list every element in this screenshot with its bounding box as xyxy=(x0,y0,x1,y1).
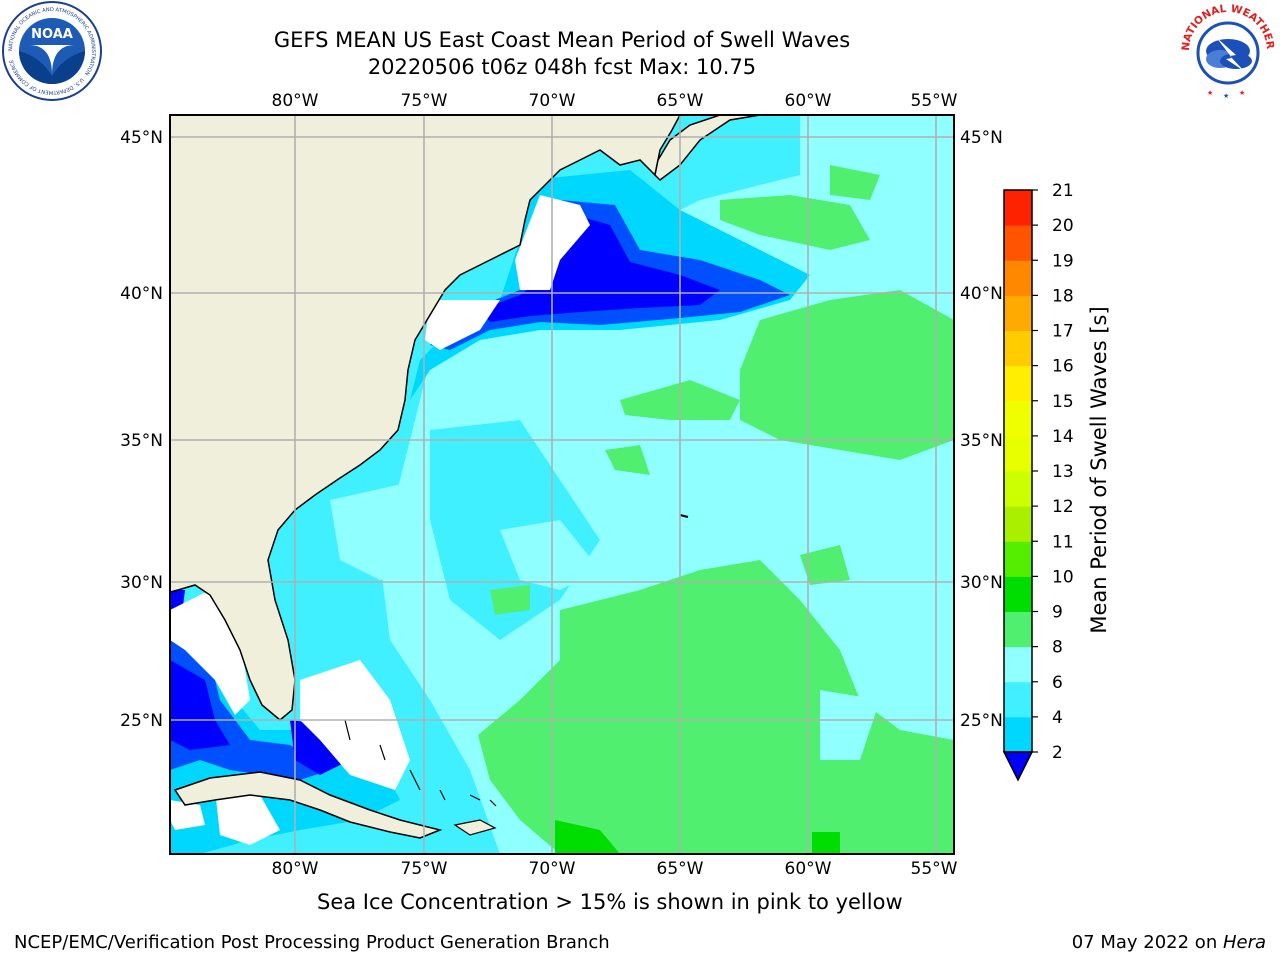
colorbar-tick-label: 8 xyxy=(1052,638,1063,658)
swell-period-field xyxy=(170,115,954,854)
lon-label-top: 60°W xyxy=(785,91,832,111)
colorbar-segment xyxy=(1004,716,1032,753)
lon-label-bottom: 70°W xyxy=(529,859,576,879)
lon-label-top: 55°W xyxy=(911,91,958,111)
colorbar-tick-label: 21 xyxy=(1052,181,1074,201)
chart-subtitle: 20220506 t06z 048h fcst Max: 10.75 xyxy=(367,55,757,79)
lat-label-right: 45°N xyxy=(960,128,1003,148)
lon-label-bottom: 75°W xyxy=(401,859,448,879)
lat-label-left: 35°N xyxy=(120,431,163,451)
colorbar-segment xyxy=(1004,435,1032,472)
colorbar-tick-label: 13 xyxy=(1052,462,1074,482)
credit-line: NCEP/EMC/Verification Post Processing Pr… xyxy=(14,932,610,953)
noaa-logo: NATIONAL OCEANIC AND ATMOSPHERIC ADMINIS… xyxy=(2,1,102,101)
nws-logo: NATIONAL WEATHER SERVICE ★ ★ ★ xyxy=(1176,1,1276,100)
lon-label-bottom: 80°W xyxy=(272,859,319,879)
sea-ice-note: Sea Ice Concentration > 15% is shown in … xyxy=(317,890,903,914)
colorbar-tick-label: 15 xyxy=(1052,392,1074,412)
svg-text:NOAA: NOAA xyxy=(31,27,73,42)
colorbar-under-arrow xyxy=(1002,751,1034,782)
map-frame xyxy=(169,114,955,855)
lat-label-right: 25°N xyxy=(960,711,1003,731)
colorbar-segment xyxy=(1004,681,1032,718)
colorbar-segment xyxy=(1004,541,1032,577)
lon-labels: 80°W 75°W 70°W 65°W 60°W 55°W 80°W 75°W … xyxy=(272,91,958,879)
lon-label-top: 65°W xyxy=(657,91,704,111)
colorbar-segment xyxy=(1004,576,1032,612)
colorbar-segment xyxy=(1004,330,1032,367)
lat-label-right: 40°N xyxy=(960,284,1003,304)
colorbar-tick-label: 17 xyxy=(1052,322,1074,342)
colorbar-segment xyxy=(1004,400,1032,437)
date-text: 07 May 2022 on xyxy=(1071,932,1223,953)
colorbar-tick-label: 20 xyxy=(1052,216,1074,236)
colorbar-segment xyxy=(1004,471,1032,507)
colorbar-label: Mean Period of Swell Waves [s] xyxy=(1087,306,1111,633)
colorbar: 2 4 6 8 9 10 11 12 13 14 15 16 17 18 19 20 21 xyxy=(1002,181,1074,782)
lon-label-bottom: 55°W xyxy=(911,859,958,879)
map-grid xyxy=(170,115,954,854)
colorbar-tick-label: 6 xyxy=(1052,673,1063,693)
colorbar-segment xyxy=(1004,260,1032,296)
colorbar-tick-label: 4 xyxy=(1052,708,1063,728)
colorbar-segment xyxy=(1004,190,1032,226)
lon-label-top: 75°W xyxy=(401,91,448,111)
colorbar-tick-label: 12 xyxy=(1052,497,1074,517)
lat-label-left: 25°N xyxy=(120,711,163,731)
colorbar-tick-label: 14 xyxy=(1052,427,1074,447)
date-line: 07 May 2022 on Hera xyxy=(1072,932,1266,953)
colorbar-tick-label: 2 xyxy=(1052,743,1063,763)
colorbar-segment xyxy=(1004,295,1032,331)
colorbar-segment xyxy=(1004,365,1032,402)
chart-title: GEFS MEAN US East Coast Mean Period of S… xyxy=(273,28,851,52)
colorbar-segment xyxy=(1004,646,1032,683)
lat-label-left: 40°N xyxy=(120,284,163,304)
colorbar-segment xyxy=(1004,225,1032,261)
colorbar-tick-label: 10 xyxy=(1052,567,1074,587)
lat-label-left: 30°N xyxy=(120,573,163,593)
lat-label-left: 45°N xyxy=(120,128,163,148)
lat-labels: 45°N 40°N 35°N 30°N 25°N 45°N 40°N 35°N … xyxy=(120,128,1003,731)
svg-text:★: ★ xyxy=(1223,92,1229,100)
lon-label-bottom: 60°W xyxy=(785,859,832,879)
lat-label-right: 30°N xyxy=(960,573,1003,593)
svg-text:★: ★ xyxy=(1207,89,1213,97)
colorbar-tick-label: 11 xyxy=(1052,532,1074,552)
lon-label-top: 70°W xyxy=(529,91,576,111)
colorbar-tick-label: 9 xyxy=(1052,603,1063,623)
machine-name: Hera xyxy=(1222,932,1266,953)
colorbar-segment xyxy=(1004,506,1032,542)
lat-label-right: 35°N xyxy=(960,431,1003,451)
colorbar-segment xyxy=(1004,611,1032,648)
lon-label-top: 80°W xyxy=(272,91,319,111)
svg-text:★: ★ xyxy=(1239,89,1245,97)
lon-label-bottom: 65°W xyxy=(657,859,704,879)
colorbar-tick-label: 19 xyxy=(1052,251,1074,271)
colorbar-tick-label: 16 xyxy=(1052,357,1074,377)
colorbar-tick-label: 18 xyxy=(1052,286,1074,306)
